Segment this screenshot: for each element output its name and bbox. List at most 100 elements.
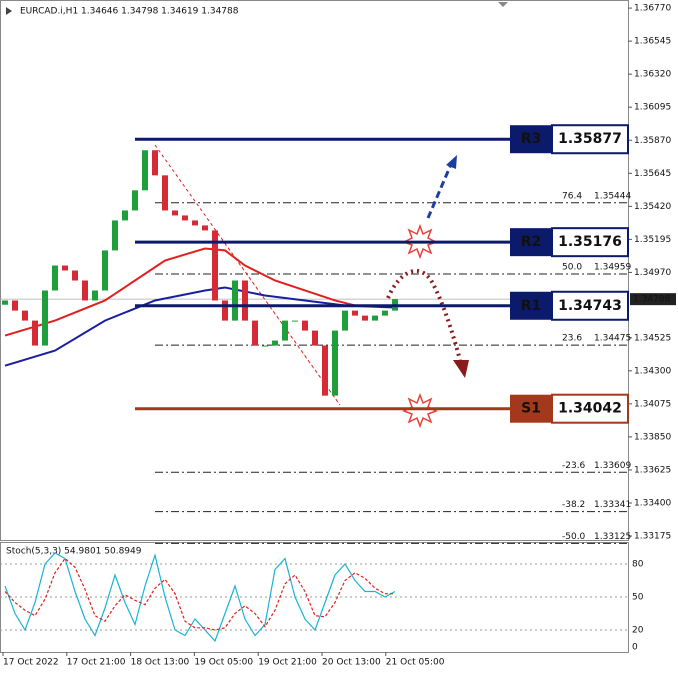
level-name: R2: [521, 234, 542, 250]
fib-label: -38.2: [562, 500, 585, 510]
fib-value: 1.33341: [594, 500, 631, 510]
stoch-tick-label: 80: [632, 560, 644, 570]
fib-label: -50.0: [562, 532, 586, 542]
y-tick-label: 1.33175: [634, 532, 671, 542]
arrow-up: [426, 161, 454, 219]
y-tick-label: 1.36095: [634, 103, 671, 113]
candle: [252, 320, 258, 346]
candle: [362, 315, 368, 321]
fib-value: 1.34959: [594, 263, 631, 273]
candle: [242, 280, 248, 321]
fib-label: 76.4: [562, 191, 582, 201]
last-price-box: [630, 293, 676, 306]
y-tick-label: 1.35420: [634, 202, 671, 212]
arrow-head: [453, 360, 469, 378]
level-name-box: [510, 291, 552, 320]
candle: [152, 150, 158, 176]
burst-icon: [402, 392, 438, 429]
level-name-box: [510, 394, 552, 423]
candle: [12, 300, 18, 311]
arrow-down: [386, 269, 462, 361]
level-name: S1: [521, 401, 541, 417]
candle: [112, 220, 118, 251]
level-name-box: [510, 228, 552, 257]
level-name: R3: [521, 131, 542, 147]
y-tick-label: 1.36545: [634, 37, 671, 47]
x-tick-label: 21 Oct 05:00: [386, 658, 445, 668]
y-tick-label: 1.35870: [634, 136, 671, 146]
fib-value: 1.35444: [594, 191, 631, 201]
scroll-marker: [498, 2, 508, 7]
fib-value: 1.33125: [594, 532, 631, 542]
candle: [232, 280, 238, 321]
last-price-label: 1.34788: [633, 295, 670, 305]
x-tick-label: 18 Oct 13:00: [131, 658, 190, 668]
candle: [172, 210, 178, 216]
candle: [282, 320, 288, 341]
level-value-box: [551, 124, 629, 155]
title-icon: [6, 7, 12, 15]
fib-label: 23.6: [562, 334, 582, 344]
level-value-box: [551, 227, 629, 258]
candle: [222, 300, 228, 321]
stoch-line: [4, 557, 395, 631]
trend-line: [154, 144, 341, 406]
x-tick-label: 17 Oct 21:00: [67, 658, 126, 668]
candle: [292, 320, 298, 322]
stoch-tick-label: 20: [632, 626, 644, 636]
candle: [332, 330, 338, 396]
candle: [122, 210, 128, 221]
y-tick-label: 1.34300: [634, 366, 671, 376]
fib-value: 1.33609: [594, 461, 631, 471]
candle: [372, 315, 378, 321]
fib-value: 1.34475: [594, 334, 631, 344]
candle: [2, 300, 8, 305]
candle: [382, 310, 388, 316]
y-tick-label: 1.34525: [634, 333, 671, 343]
candle: [352, 310, 358, 316]
candle: [312, 330, 318, 346]
level-name: R1: [521, 298, 542, 314]
candle: [92, 290, 98, 301]
plot: [0, 150, 628, 544]
level-value: 1.34042: [558, 401, 622, 417]
stoch-tick-label: 50: [632, 593, 644, 603]
y-tick-label: 1.36320: [634, 70, 671, 80]
candle: [192, 220, 198, 226]
level-value: 1.34743: [558, 298, 622, 314]
x-tick-label: 19 Oct 05:00: [194, 658, 253, 668]
level-value: 1.35877: [558, 131, 622, 147]
candle: [182, 215, 188, 221]
x-tick-label: 19 Oct 21:00: [258, 658, 317, 668]
candle: [342, 310, 348, 331]
level-name-box: [510, 125, 552, 154]
candle: [62, 265, 68, 271]
x-tick-label: 17 Oct 2022: [3, 658, 59, 668]
fib-label: -23.6: [562, 461, 586, 471]
y-tick-label: 1.34075: [634, 399, 671, 409]
moving-average: [4, 247, 396, 337]
candle: [42, 290, 48, 346]
stoch-tick-label: 0: [632, 643, 638, 653]
stoch-line: [4, 552, 396, 643]
candle: [272, 340, 278, 346]
candle: [202, 225, 208, 231]
candle: [52, 265, 58, 291]
level-value: 1.35176: [558, 234, 622, 250]
level-value-box: [551, 290, 629, 321]
chart-title: EURCAD.i,H1 1.34646 1.34798 1.34619 1.34…: [20, 7, 239, 17]
y-tick-label: 1.33850: [634, 432, 671, 442]
candle: [102, 250, 108, 291]
y-tick-label: 1.33400: [634, 498, 671, 508]
y-tick-label: 1.36770: [634, 4, 671, 14]
candle: [212, 230, 218, 301]
y-tick-label: 1.35195: [634, 235, 671, 245]
candle: [262, 345, 268, 347]
candle: [22, 310, 28, 321]
candle: [322, 345, 328, 396]
y-tick-label: 1.33625: [634, 465, 671, 475]
y-tick-label: 1.35645: [634, 169, 671, 179]
fib-label: 50.0: [562, 263, 582, 273]
